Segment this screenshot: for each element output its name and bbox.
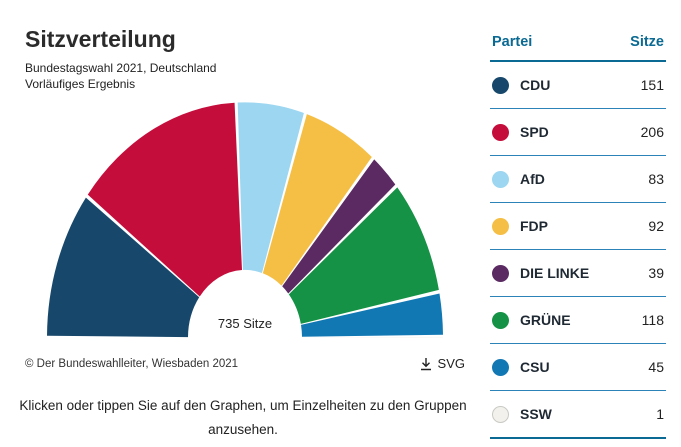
svg-download-link[interactable]: SVG bbox=[419, 356, 465, 371]
party-name: CSU bbox=[520, 359, 550, 375]
table-header-party: Partei bbox=[492, 34, 533, 50]
chart-segment-fdp[interactable] bbox=[262, 114, 372, 286]
party-color-dot bbox=[492, 170, 509, 188]
party-seats: 118 bbox=[641, 312, 664, 328]
party-seats: 83 bbox=[648, 171, 664, 187]
subtitle-line-2: Vorläufiges Ergebnis bbox=[25, 77, 136, 91]
party-color-dot bbox=[492, 217, 509, 235]
party-table: Partei Sitze CDU 151 SPD 206 AfD 83 FDP … bbox=[490, 30, 666, 439]
party-seats: 1 bbox=[656, 406, 664, 422]
party-color-dot bbox=[492, 264, 509, 282]
svg-download-label: SVG bbox=[437, 356, 465, 371]
party-seats: 92 bbox=[648, 218, 664, 234]
table-row-ssw[interactable]: SSW 1 bbox=[490, 391, 666, 439]
download-icon bbox=[420, 357, 431, 370]
party-name: AfD bbox=[520, 171, 545, 187]
chart-segment-grüne[interactable] bbox=[288, 187, 439, 324]
party-name: FDP bbox=[520, 218, 548, 234]
party-color-dot bbox=[492, 311, 509, 329]
party-color-dot bbox=[492, 405, 509, 423]
table-row-fdp[interactable]: FDP 92 bbox=[490, 203, 666, 250]
party-seats: 151 bbox=[640, 77, 664, 93]
party-name: SSW bbox=[520, 406, 552, 422]
chart-segment-cdu[interactable] bbox=[47, 197, 200, 338]
hemicycle-chart[interactable] bbox=[25, 100, 465, 340]
copyright-text: © Der Bundeswahlleiter, Wiesbaden 2021 bbox=[25, 357, 239, 370]
chart-segment-spd[interactable] bbox=[87, 102, 242, 297]
chart-segment-csu[interactable] bbox=[300, 293, 443, 337]
party-color-dot bbox=[492, 123, 509, 141]
table-body: CDU 151 SPD 206 AfD 83 FDP 92 DIE LINKE … bbox=[490, 62, 666, 439]
table-header: Partei Sitze bbox=[490, 30, 666, 62]
instruction-note: Klicken oder tippen Sie auf den Graphen,… bbox=[19, 398, 467, 437]
party-color-dot bbox=[492, 358, 509, 376]
party-name: SPD bbox=[520, 124, 549, 140]
party-name: GRÜNE bbox=[520, 312, 571, 328]
party-seats: 206 bbox=[640, 124, 664, 140]
total-seats-label: 735 Sitze bbox=[217, 316, 273, 331]
table-row-spd[interactable]: SPD 206 bbox=[490, 109, 666, 156]
table-header-seats: Sitze bbox=[630, 34, 664, 50]
subtitle-line-1: Bundestagswahl 2021, Deutschland bbox=[25, 61, 217, 75]
page-title: Sitzverteilung bbox=[25, 26, 176, 52]
table-row-grüne[interactable]: GRÜNE 118 bbox=[490, 297, 666, 344]
table-row-afd[interactable]: AfD 83 bbox=[490, 156, 666, 203]
party-seats: 45 bbox=[648, 359, 664, 375]
table-row-die-linke[interactable]: DIE LINKE 39 bbox=[490, 250, 666, 297]
chart-segment-afd[interactable] bbox=[237, 102, 304, 273]
table-row-cdu[interactable]: CDU 151 bbox=[490, 62, 666, 109]
table-row-csu[interactable]: CSU 45 bbox=[490, 344, 666, 391]
chart-segment-ssw[interactable] bbox=[302, 336, 444, 338]
chart-footer: © Der Bundeswahlleiter, Wiesbaden 2021 S… bbox=[25, 356, 465, 371]
party-color-dot bbox=[492, 76, 509, 94]
party-seats: 39 bbox=[648, 265, 664, 281]
chart-segment-die-linke[interactable] bbox=[282, 159, 396, 294]
party-name: CDU bbox=[520, 77, 551, 93]
party-name: DIE LINKE bbox=[520, 265, 590, 281]
chart-subtitle: Bundestagswahl 2021, Deutschland Vorläuf… bbox=[25, 60, 216, 92]
